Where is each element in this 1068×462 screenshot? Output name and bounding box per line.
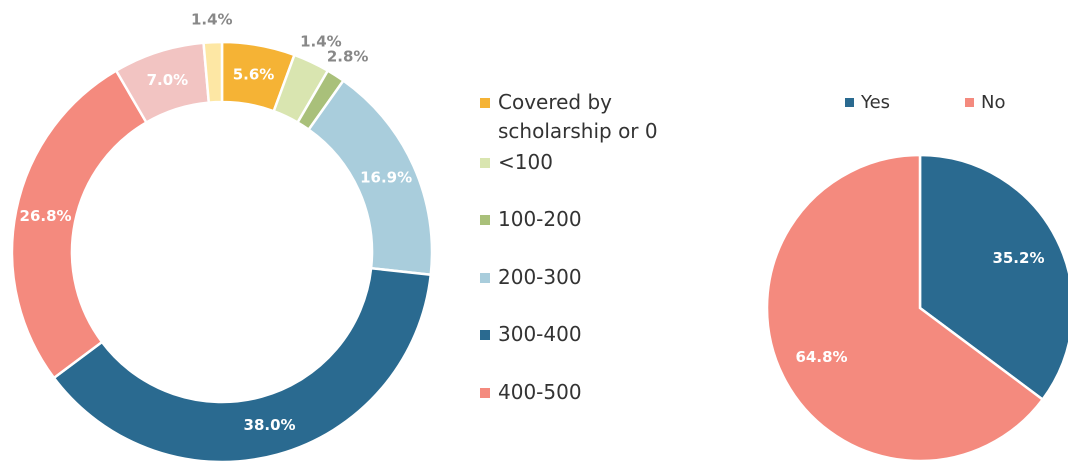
legend-label: 300-400 bbox=[498, 322, 582, 346]
legend-label: 200-300 bbox=[498, 265, 582, 289]
legend-swatch bbox=[480, 330, 490, 340]
legend-swatch bbox=[480, 215, 490, 225]
legend-label: 100-200 bbox=[498, 207, 582, 231]
legend-label: <100 bbox=[498, 150, 553, 174]
legend-item: 300-400 bbox=[480, 320, 670, 349]
legend-swatch bbox=[480, 98, 490, 108]
value-label: 2.8% bbox=[327, 47, 369, 65]
legend-label: Covered by scholarship or 0 bbox=[498, 90, 658, 143]
slice bbox=[918, 153, 1068, 402]
legend-item: No bbox=[965, 92, 1005, 113]
legend-swatch bbox=[965, 98, 974, 107]
legend-label: No bbox=[981, 92, 1006, 113]
legend-swatch bbox=[480, 388, 490, 398]
value-label: 16.9% bbox=[360, 169, 412, 187]
slice bbox=[52, 266, 433, 462]
legend-swatch bbox=[480, 158, 490, 168]
legend-label: 400-500 bbox=[498, 380, 582, 404]
legend-item: Yes bbox=[845, 92, 890, 113]
legend-item: 400-500 bbox=[480, 378, 670, 407]
value-label: 1.4% bbox=[300, 33, 342, 51]
value-label: 7.0% bbox=[147, 71, 189, 89]
slice bbox=[765, 153, 1045, 462]
legend-label: Yes bbox=[861, 92, 891, 113]
legend-item: 100-200 bbox=[480, 205, 670, 234]
legend-item: 200-300 bbox=[480, 263, 670, 292]
value-label: 1.4% bbox=[191, 11, 233, 29]
value-label: 38.0% bbox=[244, 416, 296, 434]
value-label: 35.2% bbox=[992, 249, 1044, 267]
slice bbox=[10, 68, 149, 380]
legend-swatch bbox=[480, 273, 490, 283]
value-label: 26.8% bbox=[20, 207, 72, 225]
slice bbox=[202, 40, 224, 104]
legend-item: Covered by scholarship or 0 bbox=[480, 88, 670, 146]
legend-swatch bbox=[845, 98, 854, 107]
value-label: 64.8% bbox=[796, 348, 848, 366]
legend-item: <100 bbox=[480, 148, 670, 177]
value-label: 5.6% bbox=[233, 65, 275, 83]
